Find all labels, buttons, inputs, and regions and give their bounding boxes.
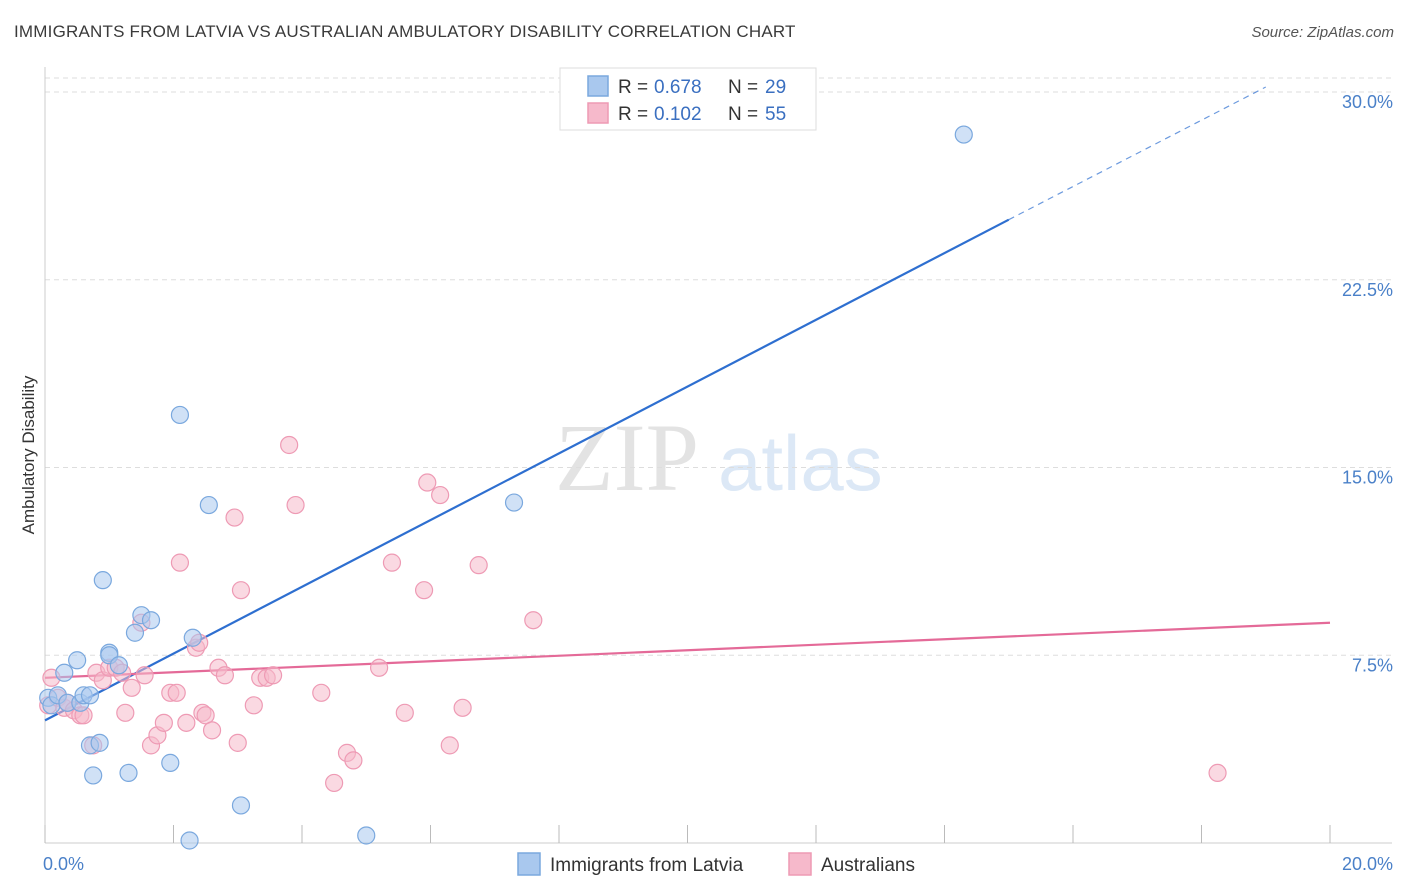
pink-point-33 [228, 733, 247, 752]
x-tick-label-1: 20.0% [1342, 854, 1393, 874]
blue-point-12 [93, 571, 112, 590]
pink-point-38 [263, 666, 283, 685]
bottom-legend-swatch-pink [788, 852, 812, 876]
pink-point-34 [231, 581, 251, 600]
y-tick-label-1: 15.0% [1342, 468, 1393, 488]
pink-point-24 [177, 713, 196, 732]
blue-point-24 [199, 495, 218, 515]
legend-r-label-1: R = [618, 77, 648, 98]
pink-point-55 [1208, 763, 1227, 783]
blue-point-23 [183, 628, 202, 647]
watermark-zip: ZIP [555, 404, 699, 511]
pink-point-41 [312, 683, 331, 702]
pink-point-14 [116, 703, 135, 722]
legend-swatch-pink [587, 102, 609, 124]
y-tick-label-2: 22.5% [1342, 280, 1393, 300]
blue-point-15 [109, 656, 128, 675]
data-points [39, 125, 1227, 850]
bottom-legend-label-2: Australians [821, 855, 915, 876]
x-tick-label-0: 0.0% [43, 854, 84, 874]
blue-point-20 [161, 753, 180, 772]
y-tick-labels: 7.5% 15.0% 22.5% 30.0% [1342, 92, 1393, 675]
pink-trend-line [44, 621, 1331, 679]
bottom-legend-label-1: Immigrants from Latvia [550, 855, 744, 876]
pink-point-52 [453, 698, 472, 717]
blue-point-19 [141, 611, 161, 630]
pink-point-28 [196, 706, 215, 725]
pink-point-44 [344, 751, 363, 770]
blue-point-28 [954, 125, 973, 144]
series-legend: Immigrants from Latvia Australians [517, 852, 915, 876]
pink-point-48 [414, 581, 434, 600]
pink-point-45 [370, 658, 389, 677]
pink-point-51 [440, 736, 459, 755]
blue-point-8 [80, 686, 100, 705]
bottom-legend-swatch-blue [517, 852, 541, 876]
blue-trend-extension [1008, 86, 1267, 221]
stats-legend: R = 0.678 N = 29 R = 0.102 N = 55 [559, 67, 817, 131]
pink-point-54 [524, 611, 543, 630]
x-tick-labels: 0.0% 20.0% [43, 854, 1393, 874]
pink-point-31 [215, 666, 234, 685]
blue-point-3 [55, 663, 74, 682]
pink-point-46 [382, 553, 402, 572]
blue-point-27 [504, 493, 524, 512]
pink-point-20 [154, 713, 173, 732]
blue-point-26 [357, 826, 376, 845]
blue-point-5 [68, 651, 87, 670]
legend-n-value-1: 29 [765, 77, 786, 98]
pink-point-39 [280, 435, 299, 455]
pink-point-53 [469, 556, 488, 575]
legend-n-label-2: N = [728, 104, 758, 125]
chart-title: IMMIGRANTS FROM LATVIA VS AUSTRALIAN AMB… [14, 22, 796, 41]
pink-point-35 [244, 696, 263, 715]
blue-point-25 [231, 796, 251, 815]
y-tick-label-3: 30.0% [1342, 92, 1393, 112]
blue-point-22 [180, 831, 199, 850]
blue-point-10 [84, 766, 103, 785]
blue-point-21 [170, 405, 190, 425]
pink-point-17 [135, 666, 154, 685]
blue-point-16 [119, 763, 138, 783]
pink-point-47 [395, 703, 414, 722]
legend-r-label-2: R = [618, 104, 648, 125]
blue-point-17 [125, 623, 145, 642]
pink-point-50 [431, 485, 450, 505]
pink-point-32 [225, 508, 244, 527]
gridlines [45, 77, 1392, 656]
legend-swatch-blue [587, 75, 609, 97]
legend-r-value-2: 0.102 [654, 104, 702, 125]
source-label: Source: ZipAtlas.com [1251, 24, 1394, 41]
pink-point-22 [167, 683, 186, 702]
pink-point-29 [202, 721, 222, 740]
pink-point-40 [286, 495, 305, 515]
pink-point-49 [418, 473, 437, 492]
legend-n-label-1: N = [728, 77, 758, 98]
pink-point-15 [122, 678, 141, 697]
legend-r-value-1: 0.678 [654, 77, 702, 98]
y-axis-label: Ambulatory Disability [19, 375, 38, 534]
legend-n-value-2: 55 [765, 104, 786, 125]
pink-point-23 [170, 553, 190, 572]
y-tick-label-0: 7.5% [1352, 655, 1393, 675]
watermark-atlas: atlas [718, 419, 883, 507]
blue-point-11 [90, 733, 109, 752]
pink-point-42 [325, 773, 344, 793]
